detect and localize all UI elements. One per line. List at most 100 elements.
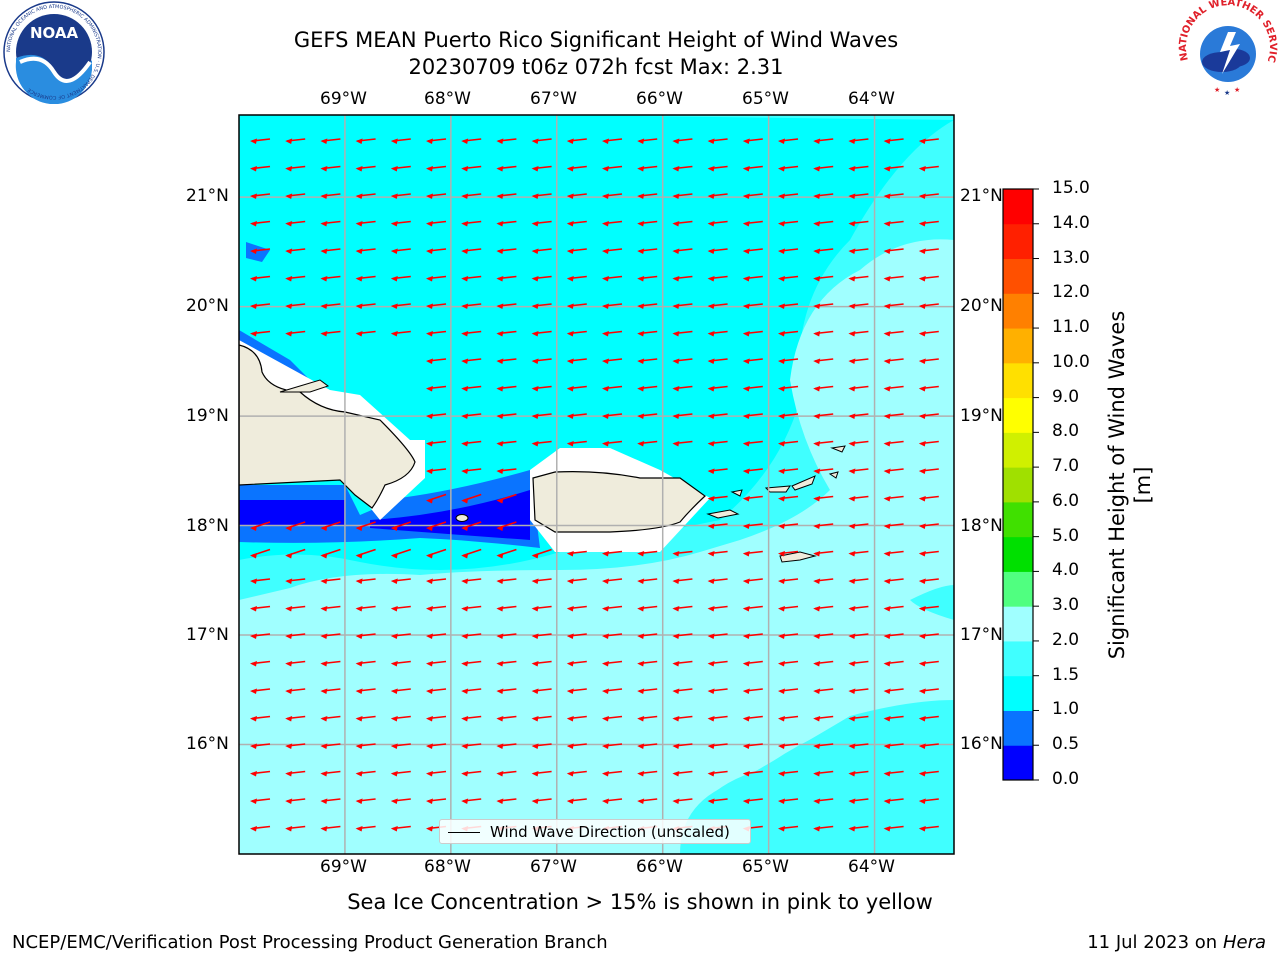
wave-direction-arrow xyxy=(672,688,693,694)
colorbar-tick-label: 0.5 xyxy=(1052,734,1080,755)
lat-label-right: 18°N xyxy=(960,516,1003,536)
wave-direction-arrow xyxy=(742,303,763,309)
wave-direction-arrow xyxy=(778,633,799,639)
wave-direction-arrow xyxy=(531,798,552,804)
wave-direction-arrow xyxy=(602,660,623,667)
wave-direction-arrow xyxy=(250,605,271,612)
wave-direction-arrow xyxy=(566,220,587,227)
wave-direction-arrow xyxy=(848,633,869,639)
wave-direction-arrow xyxy=(320,275,341,282)
wave-direction-arrow xyxy=(390,605,411,612)
wave-direction-arrow xyxy=(602,220,623,227)
wave-direction-arrow xyxy=(813,578,834,584)
wave-direction-arrow xyxy=(390,275,411,282)
wave-direction-arrow xyxy=(883,715,904,722)
lon-label-bottom: 64°W xyxy=(848,857,895,877)
wave-direction-arrow xyxy=(531,358,552,364)
wave-direction-arrow xyxy=(778,138,799,144)
colorbar-segment xyxy=(1003,293,1033,329)
wave-direction-arrow xyxy=(637,660,658,667)
wave-direction-arrow xyxy=(426,660,447,667)
lat-label-left: 17°N xyxy=(186,625,229,645)
wave-direction-arrow xyxy=(707,220,728,227)
wave-direction-arrow xyxy=(778,165,799,172)
wave-direction-arrow xyxy=(531,660,552,667)
footer-date-text: 11 Jul 2023 on xyxy=(1087,932,1223,953)
colorbar-tick-label: 11.0 xyxy=(1052,317,1090,338)
wave-direction-arrow xyxy=(848,550,869,557)
lon-label-top: 66°W xyxy=(636,89,683,109)
wave-direction-arrow xyxy=(355,633,376,639)
wave-direction-arrow xyxy=(320,633,341,639)
wave-direction-arrow xyxy=(778,248,799,254)
wave-direction-arrow xyxy=(813,275,834,282)
wave-direction-arrow xyxy=(426,743,447,749)
wave-direction-arrow xyxy=(707,633,728,639)
wave-direction-arrow xyxy=(355,220,376,227)
wave-direction-arrow xyxy=(320,743,341,749)
wave-direction-arrow xyxy=(813,165,834,172)
colorbar-tick-label: 7.0 xyxy=(1052,456,1080,477)
wave-direction-arrow xyxy=(390,248,411,254)
wave-direction-arrow xyxy=(707,688,728,694)
wave-direction-arrow xyxy=(566,605,587,612)
wave-direction-arrow xyxy=(707,578,728,584)
lat-label-left: 19°N xyxy=(186,406,229,426)
wave-direction-arrow xyxy=(707,358,728,364)
wave-direction-arrow xyxy=(320,220,341,227)
wave-direction-arrow xyxy=(672,633,693,639)
footer-host: Hera xyxy=(1222,932,1266,953)
wave-direction-arrow xyxy=(813,220,834,227)
wave-direction-arrow xyxy=(813,715,834,722)
colorbar-segment xyxy=(1003,467,1033,503)
lat-label-right: 20°N xyxy=(960,296,1003,316)
wave-direction-arrow xyxy=(883,248,904,254)
wave-direction-arrow xyxy=(672,440,693,447)
wave-direction-arrow xyxy=(285,138,306,144)
wave-direction-arrow xyxy=(602,413,623,419)
wave-direction-arrow xyxy=(250,521,271,531)
wave-direction-arrow xyxy=(637,798,658,804)
wave-direction-arrow xyxy=(390,165,411,172)
wave-direction-arrow xyxy=(355,715,376,722)
wave-direction-arrow xyxy=(531,743,552,749)
wave-direction-arrow xyxy=(566,275,587,282)
wave-direction-arrow xyxy=(390,548,412,559)
wave-direction-arrow xyxy=(355,825,376,832)
colorbar-segment xyxy=(1003,328,1033,364)
wave-direction-arrow xyxy=(813,413,834,419)
wave-direction-arrow xyxy=(250,688,271,694)
wave-direction-arrow xyxy=(778,440,799,447)
wave-direction-arrow xyxy=(602,688,623,694)
lat-label-left: 16°N xyxy=(186,734,229,754)
wave-direction-arrow xyxy=(778,275,799,282)
wave-direction-arrow xyxy=(531,440,552,447)
wave-direction-arrow xyxy=(461,413,482,419)
wave-direction-arrow xyxy=(813,248,834,254)
legend-label: Wind Wave Direction (unscaled) xyxy=(490,823,730,841)
land-hispaniola xyxy=(239,344,416,509)
wave-direction-arrow xyxy=(566,330,587,337)
wave-direction-arrow xyxy=(320,825,341,832)
colorbar-tick-label: 0.0 xyxy=(1052,769,1080,789)
wave-direction-arrow xyxy=(707,743,728,749)
wave-direction-arrow xyxy=(496,548,517,559)
wave-direction-arrow xyxy=(390,825,411,832)
wave-direction-arrow xyxy=(778,523,799,529)
lon-label-bottom: 65°W xyxy=(742,857,789,877)
wave-direction-arrow xyxy=(918,770,939,777)
wave-direction-arrow xyxy=(707,770,728,777)
wave-direction-arrow xyxy=(355,165,376,172)
wave-direction-arrow xyxy=(566,770,587,777)
wave-direction-arrow xyxy=(707,275,728,282)
wave-direction-arrow xyxy=(813,358,834,364)
wave-direction-arrow xyxy=(531,770,552,777)
lat-label-right: 19°N xyxy=(960,406,1003,426)
wave-direction-arrow xyxy=(566,385,587,392)
wave-direction-arrow xyxy=(461,385,482,392)
lon-label-top: 64°W xyxy=(848,89,895,109)
land-culebra xyxy=(730,489,743,497)
colorbar-tick-label: 15.0 xyxy=(1052,178,1090,198)
wave-direction-arrow xyxy=(848,330,869,337)
wave-direction-arrow xyxy=(637,358,658,364)
